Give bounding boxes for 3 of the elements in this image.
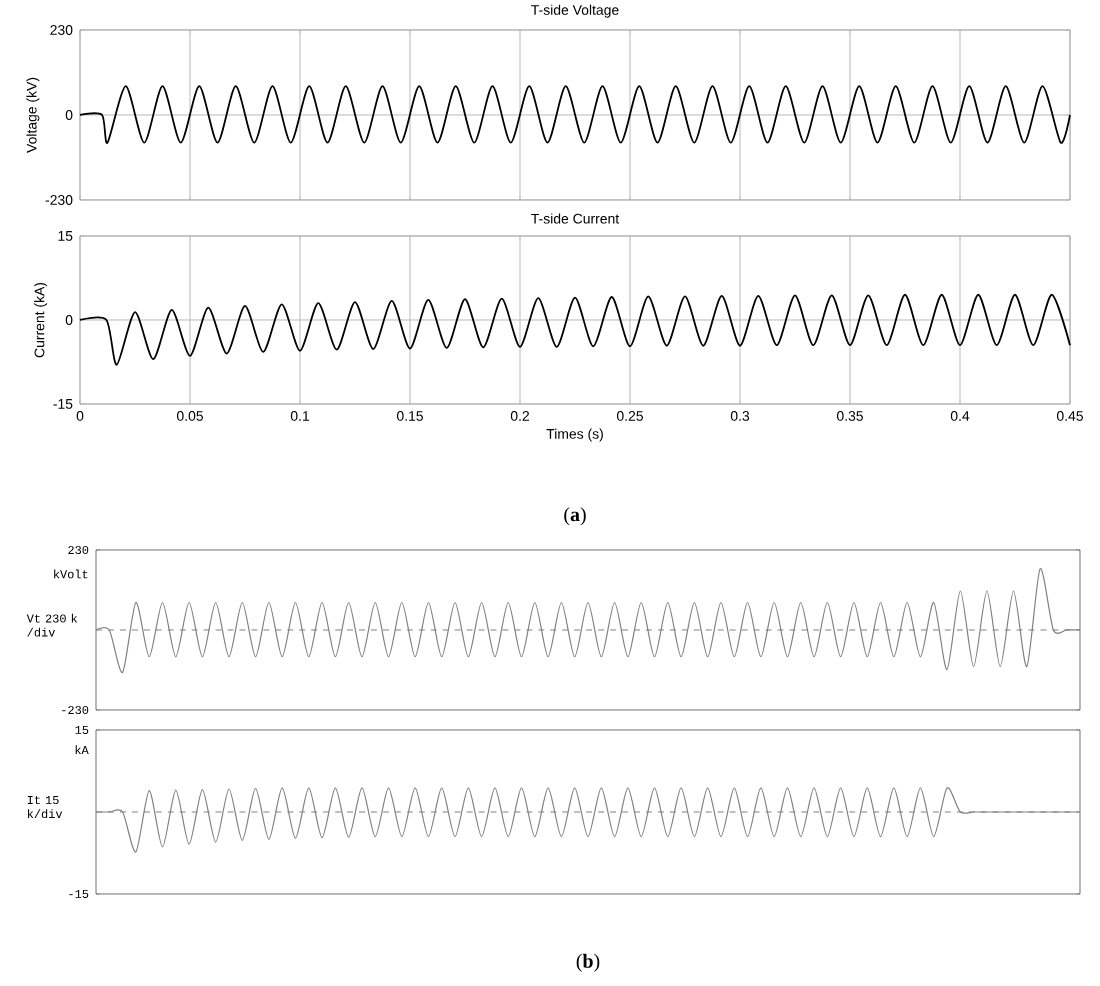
text: (b) xyxy=(576,953,600,972)
line-series xyxy=(79,293,1071,366)
text: (a) xyxy=(564,507,586,526)
